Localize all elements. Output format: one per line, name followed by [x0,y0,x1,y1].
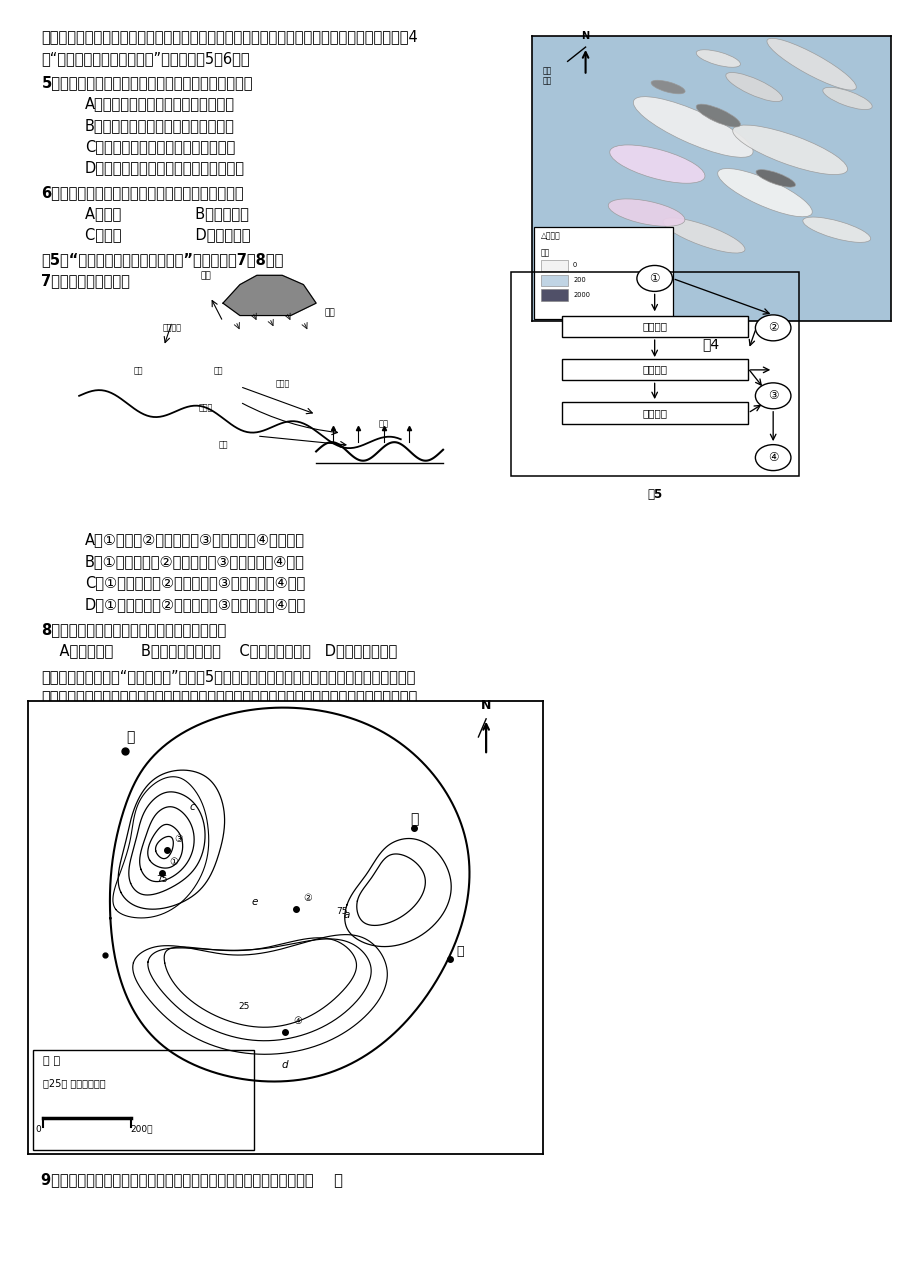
Text: ～25～ 等高线（米）: ～25～ 等高线（米） [43,1078,106,1088]
Text: 9．拍摄开始前，摄制组先要准备好露营地，图中最适合露营地的是（    ）: 9．拍摄开始前，摄制组先要准备好露营地，图中最适合露营地的是（ ） [41,1172,343,1187]
FancyBboxPatch shape [561,403,747,424]
Text: 6．根据风向判断，该珊瑚礁群分布的海域最可能是: 6．根据风向判断，该珊瑚礁群分布的海域最可能是 [41,185,244,200]
Circle shape [754,383,790,409]
Text: 地下调蓄: 地下调蓄 [641,408,666,418]
Text: 75: 75 [155,875,167,884]
Text: a: a [344,911,350,920]
Text: 7．下列组合正确的是: 7．下列组合正确的是 [41,273,130,288]
Ellipse shape [755,169,795,187]
Text: ①: ① [169,857,178,866]
Text: 2000: 2000 [573,292,589,298]
Text: 丙: 丙 [409,812,418,826]
Ellipse shape [651,80,685,94]
Text: ③: ③ [175,834,183,845]
Ellipse shape [607,199,684,227]
Ellipse shape [632,97,753,157]
Ellipse shape [822,88,871,110]
Text: 基流: 基流 [218,441,228,450]
Ellipse shape [766,38,856,90]
Text: 河流: 河流 [379,419,389,428]
Text: △珊瑚礁: △珊瑚礁 [540,231,560,240]
Text: 蒸发: 蒸发 [214,367,223,376]
Ellipse shape [717,168,811,217]
Text: D．①蒸发蒸腾、②地表调蓄、③河网调蓄、④径流: D．①蒸发蒸腾、②地表调蓄、③河网调蓄、④径流 [85,596,305,612]
Text: C．①河网调蓄、②地表调蓄、③蒸发蒸腾、④径流: C．①河网调蓄、②地表调蓄、③蒸发蒸腾、④径流 [85,576,304,590]
Text: 降水: 降水 [324,308,335,317]
Ellipse shape [725,73,782,102]
Text: A．①径流、②地表调蓄、③蒸发蒸腾、④河网调蓄: A．①径流、②地表调蓄、③蒸发蒸腾、④河网调蓄 [85,533,304,548]
Text: 75: 75 [335,907,347,916]
Text: 甲: 甲 [126,730,135,744]
Text: 为“某海域珊瑚礁群的分布图”。据此完成5～6题。: 为“某海域珊瑚礁群的分布图”。据此完成5～6题。 [41,51,250,66]
Bar [540,260,567,271]
Text: 25: 25 [238,1003,249,1012]
Ellipse shape [663,218,744,254]
Text: 丁: 丁 [456,945,463,958]
Text: c: c [189,801,195,812]
Circle shape [754,445,790,470]
Text: 冠层截流: 冠层截流 [163,324,182,333]
Text: ④: ④ [767,451,777,464]
Text: 图5: 图5 [646,488,662,501]
Bar [540,274,567,285]
Text: 图4: 图4 [702,338,719,352]
FancyBboxPatch shape [561,359,747,381]
FancyBboxPatch shape [561,316,747,338]
Text: 200米: 200米 [130,1125,153,1134]
Text: e: e [251,897,257,907]
Text: 8．近年来图中河流含沙量变小，最可能原因是: 8．近年来图中河流含沙量变小，最可能原因是 [41,622,226,637]
Ellipse shape [732,125,846,175]
Text: A．修建水库      B．植被覆盖率下降    C．降水强度增大   D．上游河道采砂: A．修建水库 B．植被覆盖率下降 C．降水强度增大 D．上游河道采砂 [41,643,397,659]
Text: ④: ④ [292,1015,301,1026]
Text: 真人秀父子互动节目“爸爸去哪儿”将组织5对父子（女）利用暑期到舟山群岛某无人海岛进行拍: 真人秀父子互动节目“爸爸去哪儿”将组织5对父子（女）利用暑期到舟山群岛某无人海岛… [41,669,415,684]
Text: C．黄海                D．孟加拉湾: C．黄海 D．孟加拉湾 [85,228,250,242]
Bar [533,228,673,318]
Text: B．珊瑚礁沿低频风向方向向两端延伸: B．珊瑚礁沿低频风向方向向两端延伸 [85,117,234,132]
Text: 坡面流: 坡面流 [275,378,289,389]
Text: 0: 0 [35,1125,40,1134]
Text: 200: 200 [573,278,585,283]
Text: C．风浪可能抵制了珊瑚虫的生长繁殖: C．风浪可能抵制了珊瑚虫的生长繁殖 [85,139,234,154]
Circle shape [754,315,790,341]
Polygon shape [222,275,316,316]
Text: ③: ③ [767,390,777,403]
Text: ②: ② [303,893,312,903]
Ellipse shape [696,50,740,68]
Text: 图5为“某河流径流形成过程示意图”。读图完成7～8题。: 图5为“某河流径流形成过程示意图”。读图完成7～8题。 [41,252,283,266]
Text: 冠层截流: 冠层截流 [641,321,666,331]
Text: A．珊瑚礁的走向大致与盛行风向接近: A．珊瑚礁的走向大致与盛行风向接近 [85,97,234,111]
Circle shape [636,265,672,292]
Text: 摄活动。摄制组在图中甲乙丙丁设置了四个钓鱼点，要求除了一位爸爸带孩子们抓螃蟹外，另外四: 摄活动。摄制组在图中甲乙丙丁设置了四个钓鱼点，要求除了一位爸爸带孩子们抓螃蟹外，… [41,691,417,706]
Ellipse shape [609,145,704,183]
Text: d: d [281,1060,289,1070]
Text: 风向
频率: 风向 频率 [541,66,550,85]
Text: A．红海                B．加勒比海: A．红海 B．加勒比海 [85,206,248,222]
Text: B．①蒸发蒸腾、②河网调蓄、③地表调蓄、④径流: B．①蒸发蒸腾、②河网调蓄、③地表调蓄、④径流 [85,554,304,569]
Text: 图 例: 图 例 [43,1056,60,1065]
Text: D．珊瑚礁走向主要受地壳水平运动影响: D．珊瑚礁走向主要受地壳水平运动影响 [85,161,244,176]
Text: N: N [581,31,589,41]
Text: N: N [481,699,491,712]
Text: 土壤调蓄: 土壤调蓄 [641,364,666,375]
Text: 下渗: 下渗 [133,367,143,376]
Text: 珊瑚礁的生长发育主要受地质和海底地貌形态的影响，研究发现风向也会影响珊瑚礁的形态。图4: 珊瑚礁的生长发育主要受地质和海底地貌形态的影响，研究发现风向也会影响珊瑚礁的形态… [41,29,418,45]
Text: 壤中流: 壤中流 [199,404,213,413]
Bar [540,289,567,301]
Text: 0: 0 [573,262,576,269]
Text: 蒸腾: 蒸腾 [200,271,211,280]
Text: 5．下列有关影响珊瑚礁形成因素的判断，最合理的是: 5．下列有关影响珊瑚礁形成因素的判断，最合理的是 [41,75,253,90]
FancyBboxPatch shape [33,1050,254,1149]
Text: ②: ② [767,321,777,334]
Text: 深度: 深度 [540,248,550,257]
Text: ①: ① [649,271,659,285]
Text: 个爸爸分别去四地钓鱼，约定一旦日落立即返回营地。下图为该岛等高线地形图，读图回答：: 个爸爸分别去四地钓鱼，约定一旦日落立即返回营地。下图为该岛等高线地形图，读图回答… [41,712,400,727]
Ellipse shape [802,217,869,242]
Ellipse shape [696,104,740,127]
